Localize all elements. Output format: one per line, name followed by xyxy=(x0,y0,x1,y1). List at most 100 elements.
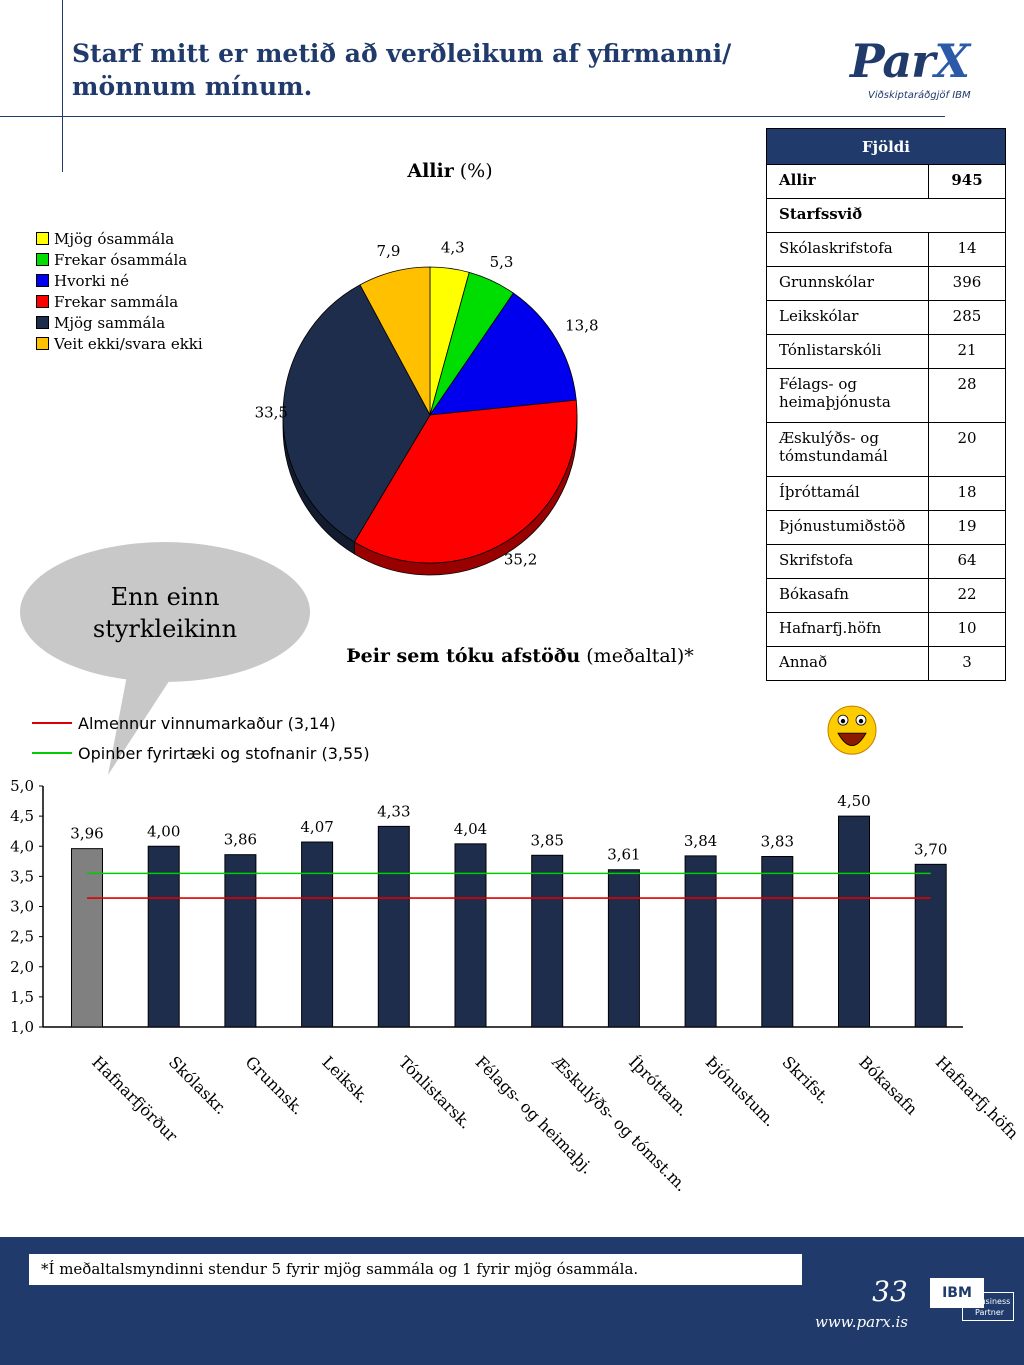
pie-legend-swatch xyxy=(36,253,49,266)
bar-value-label: 3,85 xyxy=(530,831,563,849)
bar xyxy=(914,863,947,1028)
pie-slice-label: 35,2 xyxy=(504,551,537,569)
bar xyxy=(224,854,257,1028)
table-row-section: Starfssvið xyxy=(766,198,1006,233)
table-cell-value: 3 xyxy=(928,646,1006,681)
bar-value-label: 4,33 xyxy=(377,802,410,820)
reference-legend-item: Almennur vinnumarkaður (3,14) xyxy=(32,708,370,738)
smiley-face-icon xyxy=(827,705,877,755)
table-cell-label: Leikskólar xyxy=(766,300,929,335)
bar xyxy=(301,841,334,1028)
pie-legend-swatch xyxy=(36,232,49,245)
x-tick-label: Skólaskr. xyxy=(165,1052,231,1118)
pie-legend-label: Hvorki né xyxy=(54,271,129,290)
bar-value-label: 3,83 xyxy=(761,832,794,850)
pie-slice-label: 33,5 xyxy=(255,403,288,421)
page-number: 33 xyxy=(872,1275,908,1308)
bar xyxy=(761,855,794,1028)
reference-line-legend: Almennur vinnumarkaður (3,14) Opinber fyr… xyxy=(32,708,370,768)
x-tick-label: Æskulýðs- og tómst.m. xyxy=(548,1052,691,1195)
bar-value-label: 4,07 xyxy=(300,818,333,836)
pie-legend: Mjög ósammála Frekar ósammála Hvorki né Fre… xyxy=(36,228,203,354)
table-row: Bókasafn 22 xyxy=(766,578,1006,613)
bar-value-label: 3,86 xyxy=(224,831,257,849)
bar-title-bold: Þeir sem tóku afstöðu xyxy=(346,645,581,667)
pie-slice-label: 5,3 xyxy=(490,253,514,271)
x-tick-label: Tónlistarsk. xyxy=(395,1052,475,1132)
table-cell-value: 945 xyxy=(928,164,1006,199)
bar-value-label: 4,04 xyxy=(454,820,487,838)
bar-value-label: 3,84 xyxy=(684,832,717,850)
table-row-total: Allir 945 xyxy=(766,164,1006,199)
pie-legend-item: Hvorki né xyxy=(36,270,203,291)
y-tick-label: 4,5 xyxy=(10,807,34,825)
header-horizontal-rule xyxy=(0,116,945,117)
speech-bubble-tail xyxy=(108,670,175,775)
bar-title-rest: (meðaltal)* xyxy=(580,645,694,667)
table-row: Leikskólar 285 xyxy=(766,300,1006,335)
pie-slice xyxy=(359,266,431,416)
bar xyxy=(377,825,410,1028)
table-row: Hafnarfj.höfn 10 xyxy=(766,612,1006,647)
bar-value-label: 3,96 xyxy=(70,825,103,843)
y-tick-label: 2,5 xyxy=(10,928,34,946)
pie-slice-label: 4,3 xyxy=(441,238,465,256)
pie-legend-swatch xyxy=(36,337,49,350)
parx-logo: ParX xyxy=(850,34,970,88)
website-url[interactable]: www.parx.is xyxy=(815,1313,908,1331)
table-cell-label: Félags- og heimaþjónusta xyxy=(766,368,929,423)
pie-legend-label: Mjög ósammála xyxy=(54,229,175,248)
table-cell-value: 10 xyxy=(928,612,1006,647)
pie-chart: 4,3 5,3 13,8 35,2 33,5 7,9 xyxy=(255,238,599,576)
table-cell-label: Æskulýðs- og tómstundamál xyxy=(766,422,929,477)
speech-bubble xyxy=(20,542,310,775)
x-tick-label: Leiksk. xyxy=(318,1052,372,1106)
bar xyxy=(684,855,717,1028)
badge-sub-line-1: Business xyxy=(975,1297,1011,1306)
reference-legend-label: Almennur vinnumarkaður (3,14) xyxy=(78,713,336,733)
table-row: Grunnskólar 396 xyxy=(766,266,1006,301)
table-row: Félags- og heimaþjónusta 28 xyxy=(766,368,1006,423)
reference-legend-line xyxy=(32,752,72,754)
pie-slice xyxy=(429,292,577,416)
table-cell-label: Skrifstofa xyxy=(766,544,929,579)
pie-legend-label: Frekar sammála xyxy=(54,292,179,311)
bar xyxy=(454,843,487,1028)
table-cell-value: 396 xyxy=(928,266,1006,301)
pie-slice xyxy=(282,284,431,543)
page-title: Starf mitt er metið að verðleikum af yfi… xyxy=(72,39,732,101)
x-tick-label: Þjónustum. xyxy=(702,1052,780,1130)
pie-legend-item: Mjög ósammála xyxy=(36,228,203,249)
reference-legend-item: Opinber fyrirtæki og stofnanir (3,55) xyxy=(32,738,370,768)
table-cell-label: Annað xyxy=(766,646,929,681)
table-cell-label: Bókasafn xyxy=(766,578,929,613)
x-tick-label: Hafnarfj.höfn xyxy=(932,1052,1023,1143)
x-tick-label: Grunnsk. xyxy=(242,1052,308,1118)
pie-legend-item: Frekar ósammála xyxy=(36,249,203,270)
bar-value-label: 3,61 xyxy=(607,846,640,864)
y-tick-label: 5,0 xyxy=(10,777,34,795)
x-tick-label: Bókasafn xyxy=(855,1052,921,1118)
table-cell-label: Allir xyxy=(766,164,929,199)
bar-chart: 1,01,52,02,53,03,54,04,55,03,96Hafnarfjö… xyxy=(10,705,1023,1195)
table-cell-label: Skólaskrifstofa xyxy=(766,232,929,267)
footnote: *Í meðaltalsmyndinni stendur 5 fyrir mjö… xyxy=(29,1254,802,1285)
pie-legend-item: Mjög sammála xyxy=(36,312,203,333)
table-cell-value: 22 xyxy=(928,578,1006,613)
reference-legend-line xyxy=(32,722,72,724)
y-tick-label: 1,5 xyxy=(10,988,34,1006)
pie-legend-label: Mjög sammála xyxy=(54,313,166,332)
header-vertical-rule xyxy=(62,0,63,172)
pie-legend-label: Veit ekki/svara ekki xyxy=(54,334,203,353)
table-section-label: Starfssvið xyxy=(766,198,1006,233)
table-cell-label: Grunnskólar xyxy=(766,266,929,301)
pie-legend-label: Frekar ósammála xyxy=(54,250,188,269)
logo-text-x: X xyxy=(934,34,970,88)
speech-bubble-body xyxy=(20,542,310,682)
bar xyxy=(531,854,564,1028)
y-tick-label: 3,0 xyxy=(10,898,34,916)
pie-legend-item: Frekar sammála xyxy=(36,291,203,312)
y-tick-label: 2,0 xyxy=(10,958,34,976)
bar xyxy=(147,845,180,1028)
table-cell-label: Hafnarfj.höfn xyxy=(766,612,929,647)
